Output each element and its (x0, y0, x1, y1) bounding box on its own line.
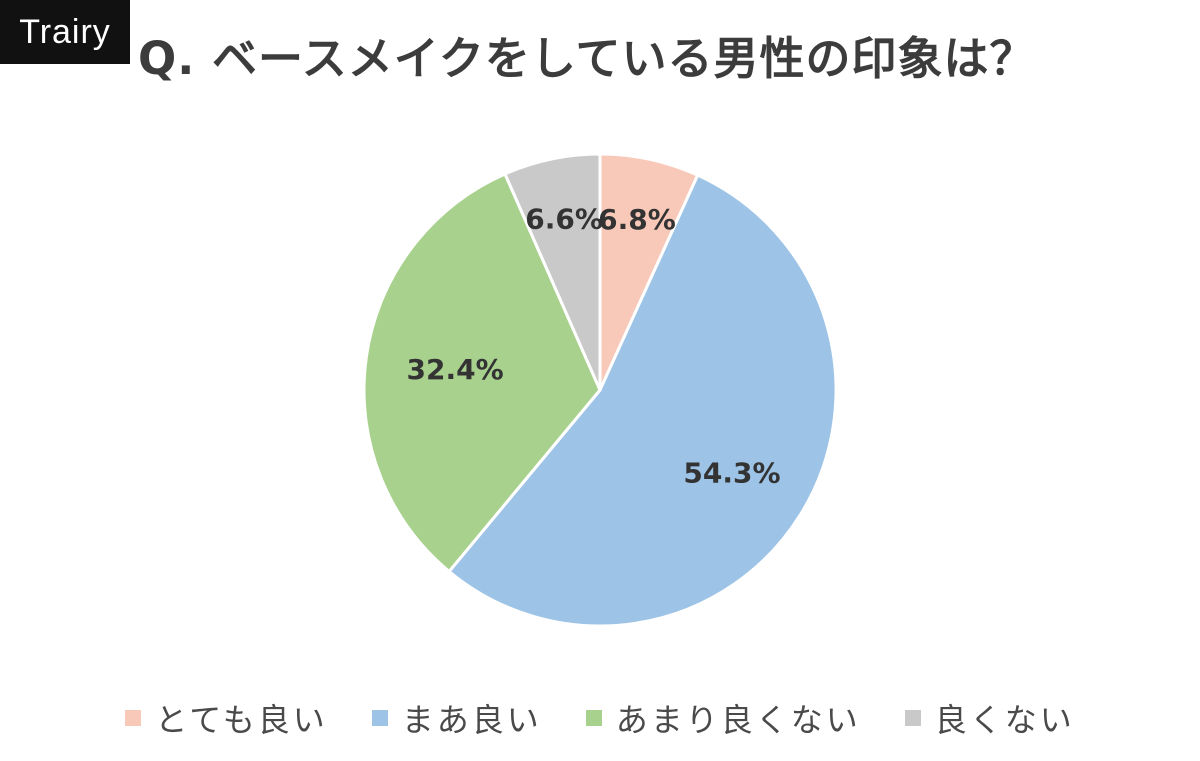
legend-swatch (904, 710, 921, 726)
pie-value-label-3: 32.4% (407, 353, 504, 386)
pie-slices (362, 152, 838, 628)
legend-label: まあ良い (401, 701, 542, 739)
pie-value-label-1: 6.8% (598, 203, 676, 236)
pie-value-labels: 6.8% 54.3% 32.4% 6.6% (407, 203, 781, 490)
legend-swatch (125, 710, 142, 726)
pie-value-label-2: 54.3% (683, 456, 780, 489)
legend-swatch (371, 710, 388, 726)
legend-item-1: とても良い (125, 695, 327, 741)
legend-label: あまり良くない (615, 701, 861, 739)
pie-slice-3 (362, 172, 602, 573)
legend-swatch (585, 710, 602, 726)
pie-value-label-4: 6.6% (525, 203, 603, 236)
legend-label: 良くない (934, 701, 1075, 739)
pie-slice-2 (447, 173, 838, 628)
legend-item-4: 良くない (904, 695, 1075, 741)
legend-item-3: あまり良くない (585, 695, 861, 741)
legend-label: とても良い (155, 701, 328, 739)
chart-title: Q. ベースメイクをしている男性の印象は？ (138, 32, 1036, 85)
pie-slice-4 (503, 152, 602, 392)
chart-legend: とても良い まあ良い あまり良くない 良くない (0, 690, 1200, 746)
brand-logo: Trairy (0, 0, 130, 64)
brand-label: Trairy (19, 12, 111, 51)
legend-item-2: まあ良い (371, 695, 542, 741)
